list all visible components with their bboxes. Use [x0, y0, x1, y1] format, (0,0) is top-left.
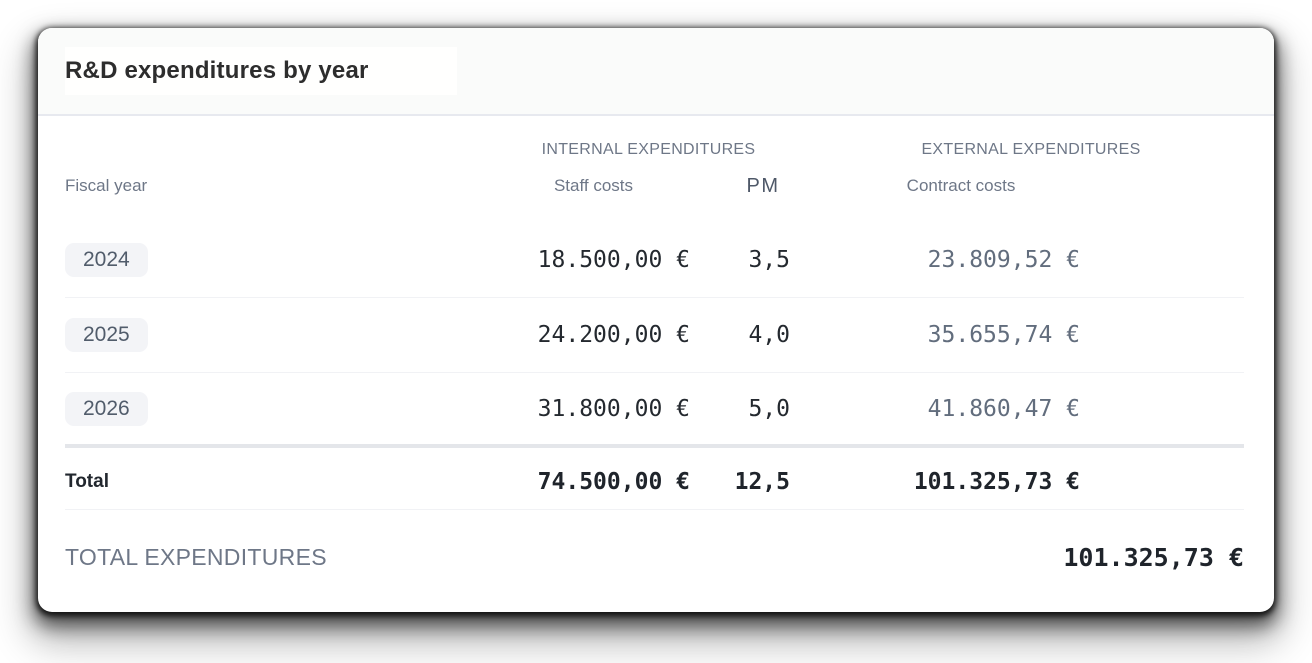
- title-highlight: R&D expenditures by year: [65, 47, 457, 95]
- card-header: R&D expenditures by year: [38, 28, 1274, 116]
- year-badge: 2026: [65, 391, 148, 426]
- column-header-contract-costs: Contract costs: [906, 176, 1016, 195]
- total-pm: 12,5: [734, 468, 790, 495]
- pm-value: 3,5: [748, 247, 790, 273]
- year-cell: 2025: [65, 318, 425, 352]
- staff-costs-value: 31.800,00 €: [537, 395, 690, 422]
- group-header-external: EXTERNAL EXPENDITURES: [921, 141, 1141, 158]
- pm-value: 5,0: [748, 395, 790, 422]
- year-cell: 2024: [65, 243, 425, 277]
- page-title: R&D expenditures by year: [65, 57, 369, 84]
- table-row-2024: 2024 18.500,00 € 3,5 23.809,52 €: [65, 223, 1244, 298]
- table-body: 2024 18.500,00 € 3,5 23.809,52 € 2025 24…: [65, 223, 1244, 604]
- total-row: Total 74.500,00 € 12,5 101.325,73 €: [65, 448, 1244, 510]
- table-row-2025: 2025 24.200,00 € 4,0 35.655,74 €: [65, 298, 1244, 373]
- total-contract-costs: 101.325,73 €: [913, 468, 1080, 495]
- contract-costs-value: 35.655,74 €: [927, 322, 1080, 348]
- total-expenditures-value: 101.325,73 €: [1063, 542, 1244, 572]
- contract-costs-value: 41.860,47 €: [927, 395, 1080, 422]
- table-row-2026: 2026 31.800,00 € 5,0 41.860,47 €: [65, 373, 1244, 448]
- column-header-row: Fiscal year Staff costs PM Contract cost…: [65, 173, 1244, 199]
- column-header-staff-costs: Staff costs: [553, 176, 634, 195]
- year-badge: 2025: [65, 318, 148, 352]
- table-container: INTERNAL EXPENDITURES EXTERNAL EXPENDITU…: [38, 138, 1274, 604]
- column-header-pm: PM: [746, 174, 780, 197]
- total-label: Total: [65, 470, 109, 492]
- total-expenditures-label: TOTAL EXPENDITURES: [65, 543, 327, 570]
- group-header-internal: INTERNAL EXPENDITURES: [541, 141, 756, 158]
- expenditures-card: R&D expenditures by year INTERNAL EXPEND…: [38, 28, 1274, 612]
- contract-costs-value: 23.809,52 €: [927, 247, 1080, 273]
- staff-costs-value: 24.200,00 €: [537, 322, 690, 348]
- pm-value: 4,0: [748, 322, 790, 348]
- column-header-fiscal-year: Fiscal year: [65, 176, 148, 195]
- group-header-row: INTERNAL EXPENDITURES EXTERNAL EXPENDITU…: [65, 138, 1244, 162]
- year-badge: 2024: [65, 243, 148, 277]
- total-expenditures-row: TOTAL EXPENDITURES 101.325,73 €: [65, 510, 1244, 604]
- total-staff-costs: 74.500,00 €: [537, 468, 690, 495]
- year-cell: 2026: [65, 391, 425, 426]
- staff-costs-value: 18.500,00 €: [537, 247, 690, 273]
